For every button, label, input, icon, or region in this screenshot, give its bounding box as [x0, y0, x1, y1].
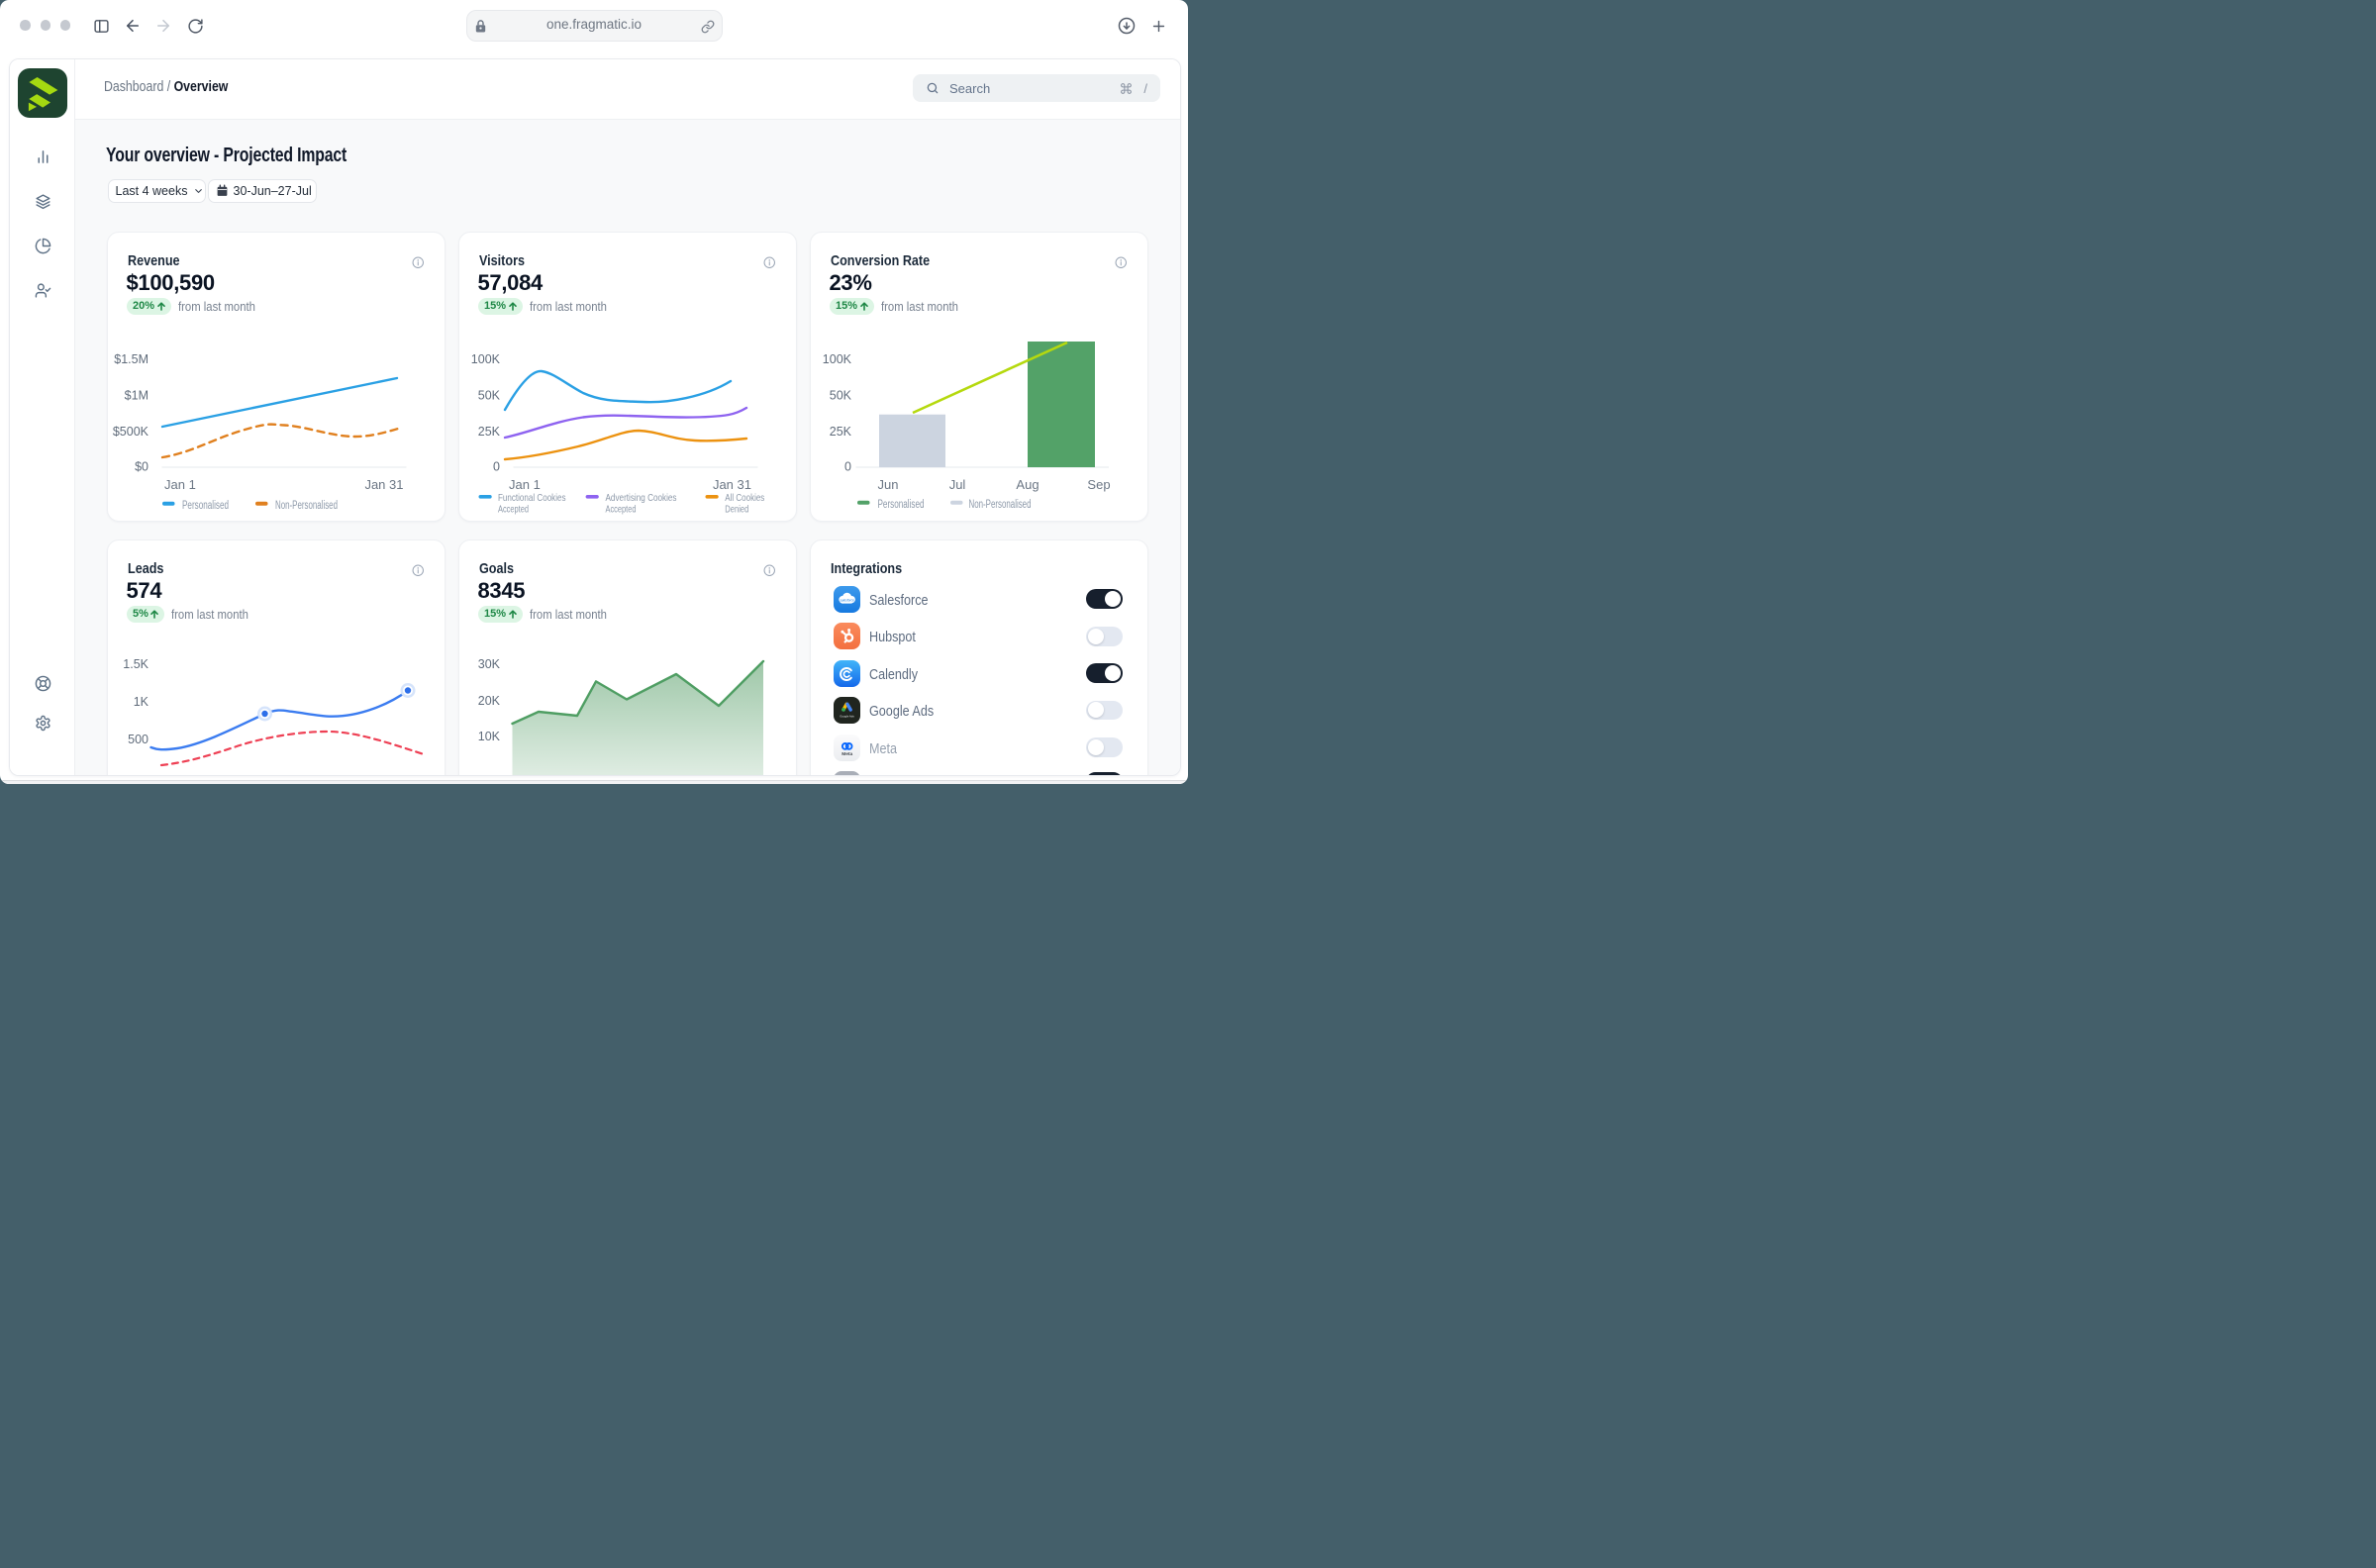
- svg-text:Personalised: Personalised: [182, 500, 229, 512]
- svg-text:25K: 25K: [478, 425, 501, 439]
- svg-text:1.5K: 1.5K: [123, 657, 148, 671]
- svg-text:Jan 31: Jan 31: [713, 477, 751, 492]
- svg-text:Functional Cookies: Functional Cookies: [498, 492, 566, 504]
- svg-text:$500K: $500K: [113, 425, 149, 439]
- svg-text:salesforce: salesforce: [840, 598, 854, 602]
- svg-text:10K: 10K: [478, 730, 501, 743]
- svg-text:All Cookies: All Cookies: [725, 492, 764, 504]
- svg-text:Google Ads: Google Ads: [840, 714, 854, 718]
- svg-text:50K: 50K: [830, 389, 852, 403]
- svg-text:Accepted: Accepted: [606, 504, 637, 516]
- svg-text:Denied: Denied: [725, 504, 748, 516]
- svg-text:500: 500: [128, 733, 148, 746]
- svg-text:Personalised: Personalised: [878, 499, 925, 511]
- svg-text:Meta: Meta: [842, 751, 852, 757]
- svg-text:0: 0: [493, 460, 500, 474]
- svg-text:Non-Personalised: Non-Personalised: [275, 500, 338, 512]
- svg-text:Jun: Jun: [878, 477, 899, 492]
- svg-text:Aug: Aug: [1016, 477, 1039, 492]
- svg-text:25K: 25K: [830, 425, 852, 439]
- svg-text:$0: $0: [135, 460, 148, 474]
- svg-text:20K: 20K: [478, 694, 501, 708]
- svg-text:30K: 30K: [478, 657, 501, 671]
- svg-text:100K: 100K: [471, 352, 501, 366]
- svg-text:Jan 31: Jan 31: [364, 477, 403, 492]
- svg-text:50K: 50K: [478, 389, 501, 403]
- svg-text:Jan 1: Jan 1: [509, 477, 541, 492]
- svg-text:$1.5M: $1.5M: [114, 352, 148, 366]
- svg-text:Sep: Sep: [1087, 477, 1110, 492]
- svg-text:Jul: Jul: [949, 477, 966, 492]
- svg-text:Accepted: Accepted: [498, 504, 529, 516]
- svg-text:1K: 1K: [134, 695, 149, 709]
- svg-text:Advertising Cookies: Advertising Cookies: [606, 492, 677, 504]
- svg-text:100K: 100K: [823, 352, 852, 366]
- svg-text:Jan 1: Jan 1: [164, 477, 196, 492]
- svg-text:Non-Personalised: Non-Personalised: [969, 499, 1032, 511]
- svg-text:$1M: $1M: [125, 389, 148, 403]
- svg-text:0: 0: [844, 460, 851, 474]
